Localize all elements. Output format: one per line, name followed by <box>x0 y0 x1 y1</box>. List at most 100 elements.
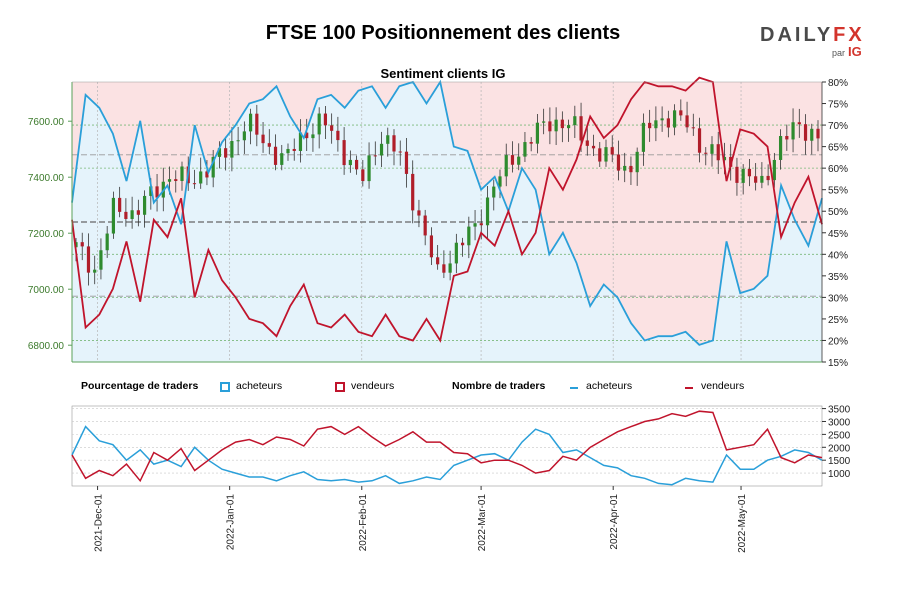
pct-tick-label: 30% <box>828 293 848 304</box>
price-candle-body <box>224 148 228 158</box>
price-candle-body <box>616 154 621 171</box>
price-candle-body <box>554 119 558 132</box>
date-tick-label: 2022-Jan-01 <box>226 494 237 551</box>
buyers-count-line <box>71 425 823 486</box>
price-candle-body <box>267 143 271 147</box>
price-candle-body <box>791 122 795 140</box>
legend-pct-sellers-label: vendeurs <box>351 380 395 392</box>
price-candle-body <box>785 136 789 140</box>
price-candle-body <box>342 140 346 166</box>
price-candle-body <box>367 155 371 182</box>
price-candle-body <box>280 153 284 165</box>
count-tick-label: 2500 <box>828 430 851 441</box>
price-candle-body <box>429 235 434 258</box>
price-candle-body <box>479 223 483 226</box>
price-candle-body <box>598 148 602 162</box>
price-candle-body <box>423 215 427 236</box>
price-candle-body <box>535 122 540 144</box>
price-candle-body <box>803 124 808 141</box>
price-candle-body <box>623 165 627 171</box>
legend-pct-buyers-swatch <box>220 382 230 392</box>
pct-tick-label: 40% <box>828 250 848 261</box>
price-candle-body <box>118 197 122 212</box>
price-candle-body <box>641 122 646 152</box>
price-candle-body <box>679 110 683 116</box>
price-candle-body <box>648 122 652 129</box>
count-panel-frame <box>71 405 823 487</box>
price-candle-body <box>211 156 215 178</box>
date-tick-label: 2021-Dec-01 <box>94 494 105 552</box>
price-candle-body <box>86 246 91 273</box>
price-candle-body <box>217 148 222 157</box>
price-candle-body <box>797 122 801 125</box>
price-candle-body <box>741 168 745 183</box>
price-candle-body <box>566 125 571 129</box>
date-tick-label: 2022-Mar-01 <box>477 494 488 552</box>
price-candle-body <box>754 176 758 183</box>
price-candle-body <box>778 136 783 160</box>
price-candle-body <box>710 144 714 154</box>
pct-tick-label: 50% <box>828 207 848 218</box>
price-candle-body <box>261 134 265 144</box>
price-candle-body <box>167 179 172 182</box>
price-candle-body <box>124 211 128 219</box>
dailyfx-wordmark: DAILYFX <box>760 24 865 46</box>
main-title: FTSE 100 Positionnement des clients <box>265 22 621 44</box>
price-candle-body <box>286 148 290 154</box>
price-candle-body <box>398 151 402 153</box>
price-candle-body <box>529 142 533 144</box>
price-candle-body <box>517 156 521 165</box>
price-candle-body <box>93 269 97 273</box>
chart-subtitle: Sentiment clients IG <box>380 66 506 81</box>
legend-pct-buyers-label: acheteurs <box>236 380 283 392</box>
pct-tick-label: 65% <box>828 143 848 154</box>
price-candle-body <box>136 210 140 215</box>
price-candle-body <box>373 155 377 157</box>
price-candle-body <box>205 171 209 178</box>
price-tick-label: 7400.00 <box>28 173 65 184</box>
price-candle-body <box>411 173 415 211</box>
price-candle-body <box>436 257 440 265</box>
price-candle-body <box>548 121 552 132</box>
price-candle-body <box>80 242 84 247</box>
price-candle-body <box>666 118 670 128</box>
legend-count-buyers-swatch <box>570 387 578 389</box>
price-candle-body <box>448 263 452 273</box>
price-candle-body <box>573 116 577 126</box>
count-tick-label: 3000 <box>828 417 851 428</box>
price-candle-body <box>130 210 134 219</box>
price-candle-body <box>379 143 384 156</box>
date-tick-label: 2022-May-01 <box>737 494 748 553</box>
price-candle-body <box>735 166 739 183</box>
sellers-count-line <box>71 410 823 483</box>
price-candle-body <box>473 223 477 227</box>
legend-pct-title: Pourcentage de traders <box>81 380 199 392</box>
price-candle-body <box>810 128 814 141</box>
price-candle-body <box>273 146 278 165</box>
price-candle-body <box>654 120 658 129</box>
price-candle-body <box>492 186 496 198</box>
price-candle-body <box>354 159 359 170</box>
pct-tick-label: 15% <box>828 358 848 369</box>
price-candle-body <box>242 131 246 141</box>
price-candle-body <box>230 141 234 158</box>
price-candle-body <box>485 197 490 226</box>
legend-count-buyers-label: acheteurs <box>586 380 633 392</box>
price-candle-body <box>311 134 315 139</box>
price-candle-body <box>685 115 689 128</box>
price-candle-body <box>199 171 203 184</box>
dailyfx-logo: DAILYFX par IG <box>760 24 870 64</box>
logo-ig-label: IG <box>848 44 862 59</box>
price-candle-body <box>610 147 614 155</box>
date-tick-label: 2022-Apr-01 <box>609 494 620 550</box>
price-candle-body <box>585 140 589 146</box>
price-candle-body <box>591 145 596 149</box>
pct-tick-label: 45% <box>828 229 848 240</box>
price-candle-body <box>417 210 421 216</box>
price-candle-body <box>404 151 409 174</box>
price-candle-body <box>330 125 334 131</box>
legend-pct-sellers-swatch <box>335 382 345 392</box>
price-candle-body <box>180 166 184 181</box>
price-candle-body <box>504 155 508 177</box>
